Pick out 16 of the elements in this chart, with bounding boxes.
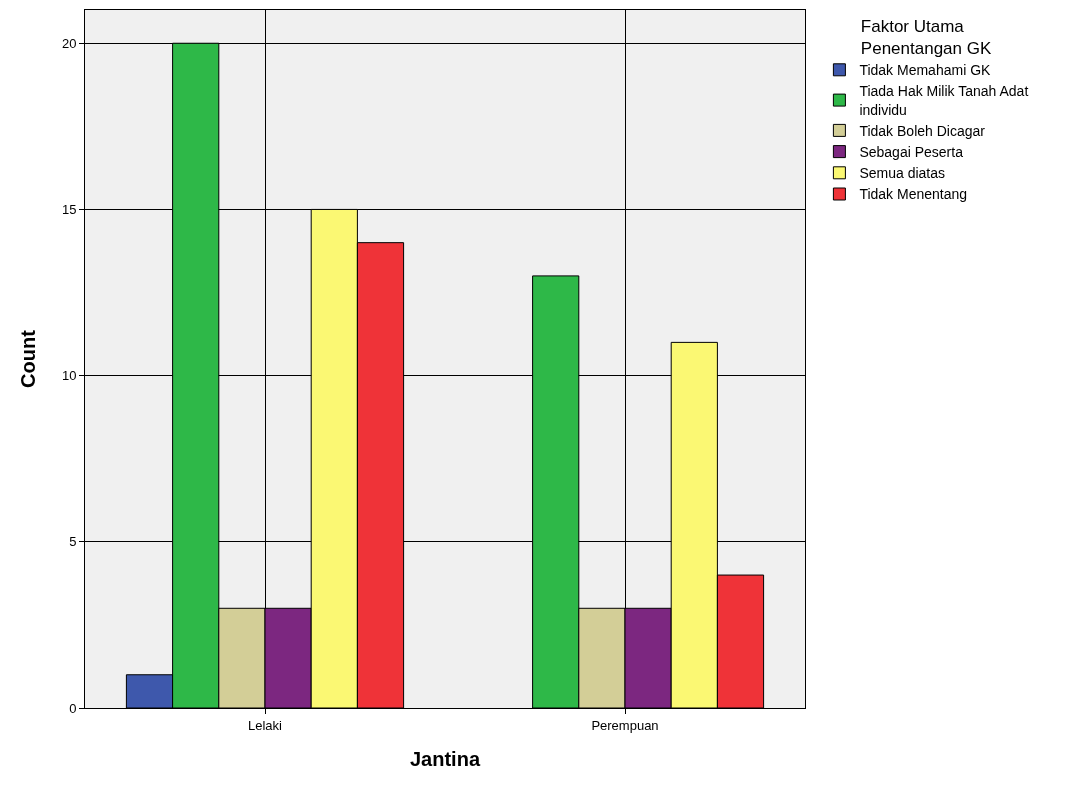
y-tick-label: 0 [69,700,77,716]
legend-label: Tidak Boleh Dicagar [859,122,986,139]
legend-label: Semua diatas [859,165,946,182]
y-tick-label: 15 [61,201,77,217]
legend-title: Faktor Utama Penentangan GK [860,17,992,59]
x-axis-title: Jantina [409,748,481,771]
x-tick-label: Perempuan [591,717,659,733]
y-tick-label: 5 [69,534,77,550]
legend-label: Sebagai Peserta [859,144,964,161]
legend-label: Tidak Memahami GK [859,62,992,79]
x-tick-label: Lelaki [248,717,283,733]
legend-label: Tiada Hak Milik Tanah Adat individu [859,83,1029,118]
y-tick-label: 10 [61,368,77,384]
y-axis-title: Count [17,329,40,388]
y-tick-label: 20 [61,35,77,51]
legend-label: Tidak Menentang [859,186,968,203]
